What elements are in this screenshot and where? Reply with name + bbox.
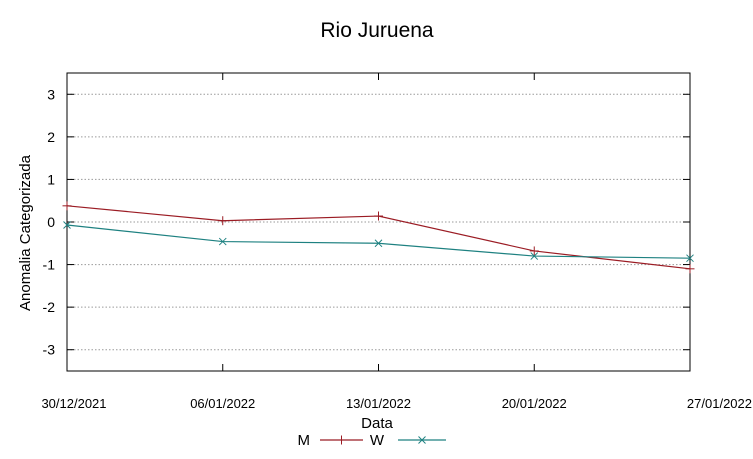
data-point bbox=[218, 216, 228, 226]
y-axis-label: Anomalia Categorizada bbox=[17, 154, 34, 311]
legend-marker bbox=[418, 436, 426, 444]
y-tick-label: -1 bbox=[43, 257, 56, 273]
series-group bbox=[62, 201, 695, 274]
legend-label: W bbox=[370, 432, 385, 449]
series-W bbox=[63, 221, 694, 263]
data-point bbox=[374, 239, 383, 248]
x-axis-ticks: 30/12/2021 06/01/2022 13/01/2022 20/01/2022… bbox=[41, 73, 752, 411]
series-M bbox=[62, 201, 695, 274]
y-tick-label: -2 bbox=[43, 299, 56, 315]
legend-marker bbox=[337, 435, 346, 445]
data-point bbox=[686, 254, 694, 263]
legend-label: M bbox=[298, 432, 311, 449]
chart-title: Rio Juruena bbox=[320, 19, 434, 42]
data-point bbox=[374, 211, 383, 221]
y-tick-label: 3 bbox=[47, 86, 55, 102]
data-point bbox=[218, 237, 227, 246]
y-tick-label: 0 bbox=[47, 214, 55, 230]
data-point bbox=[529, 246, 539, 256]
data-point bbox=[685, 264, 695, 274]
data-point bbox=[530, 252, 539, 260]
legend-entry: M bbox=[298, 432, 363, 449]
data-point bbox=[63, 221, 71, 229]
x-tick-label: 30/12/2021 bbox=[41, 396, 106, 411]
x-tick-label: 27/01/2022 bbox=[687, 396, 752, 411]
x-tick-label: 06/01/2022 bbox=[190, 396, 255, 411]
y-axis-ticks: 3 2 1 0 -1 -2 -3 bbox=[43, 86, 690, 358]
y-tick-label: -3 bbox=[43, 342, 56, 358]
series-line bbox=[66, 224, 691, 259]
data-point bbox=[62, 201, 72, 211]
legend-entry: W bbox=[370, 432, 446, 449]
x-axis-label: Data bbox=[361, 415, 393, 432]
grid-lines bbox=[67, 93, 690, 351]
y-tick-label: 2 bbox=[47, 129, 55, 145]
y-tick-label: 1 bbox=[47, 171, 55, 187]
x-tick-label: 13/01/2022 bbox=[346, 396, 411, 411]
x-tick-label: 20/01/2022 bbox=[502, 396, 567, 411]
